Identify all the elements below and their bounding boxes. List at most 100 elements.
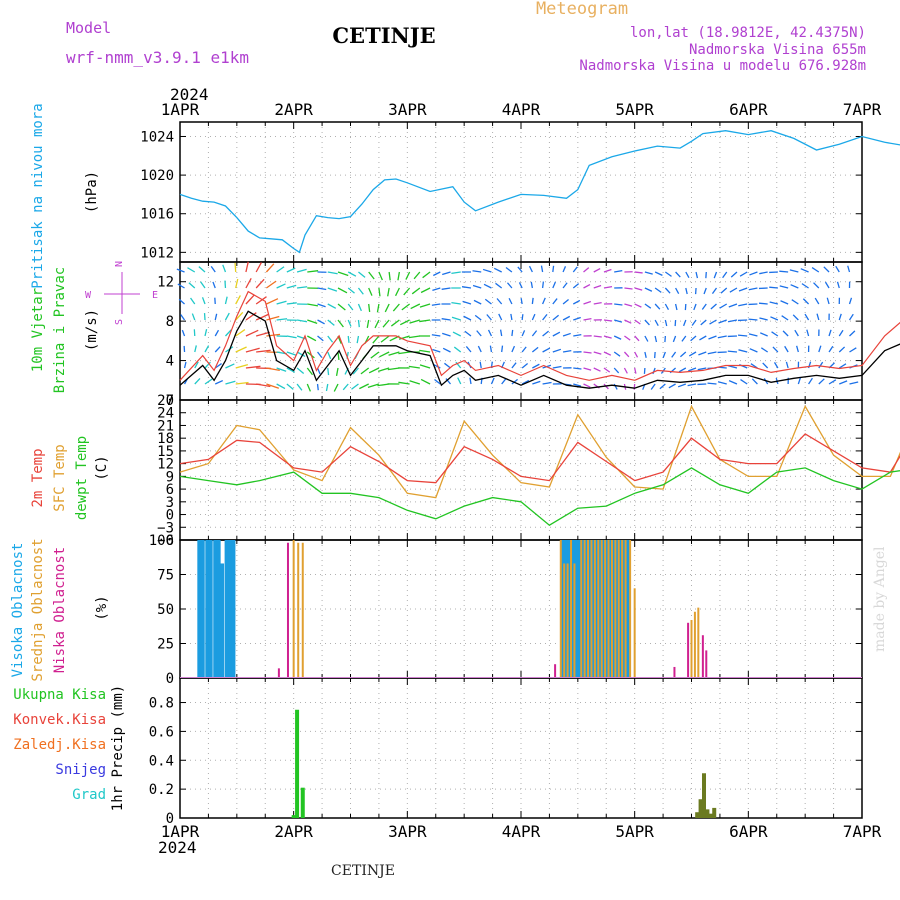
wind-barb <box>235 278 239 289</box>
wind-barb <box>593 351 602 355</box>
wind-barb <box>394 287 400 297</box>
cloud-bar <box>574 540 579 678</box>
cloud-bar <box>292 540 295 678</box>
wind-barb <box>356 335 360 344</box>
wind-barb <box>327 319 335 326</box>
cloud-bar <box>200 540 205 678</box>
wind-barb <box>479 361 482 369</box>
wind-barb <box>758 302 768 305</box>
wind-barb <box>748 287 758 291</box>
wind-barb <box>717 381 727 385</box>
cloud-bar <box>590 540 593 678</box>
cloud-bar <box>598 540 603 678</box>
wind-barb <box>668 383 676 389</box>
cloud-bar <box>604 540 607 678</box>
wind-barb <box>603 367 611 373</box>
cloud-bar <box>559 540 562 678</box>
wind-barb <box>659 383 666 390</box>
cloud-bar <box>564 540 569 678</box>
wind-barb <box>296 335 307 340</box>
wind-barb <box>482 268 492 273</box>
wind-barb <box>191 313 196 321</box>
cloud-bar <box>197 540 202 678</box>
cloud-bar <box>705 650 708 678</box>
wind-barb <box>849 347 857 353</box>
wind-barb <box>214 313 218 321</box>
wind-barb <box>441 318 451 321</box>
wind-barb <box>583 300 592 305</box>
wind-barb <box>759 332 768 337</box>
wind-barb <box>644 351 647 358</box>
y-tick-label: 12 <box>157 275 174 291</box>
wind-barb <box>357 303 362 312</box>
wind-barb <box>235 295 241 305</box>
wind-barb <box>691 319 697 326</box>
wind-gust-line <box>179 290 900 381</box>
wind-barb <box>224 296 228 305</box>
wind-barb <box>413 271 421 280</box>
wind-barb <box>374 319 380 329</box>
wind-barb <box>390 319 400 327</box>
wind-barb <box>347 303 354 311</box>
wind-barb <box>624 303 633 307</box>
wind-barb <box>849 381 859 385</box>
cloud-bar <box>697 607 700 678</box>
wind-barb <box>358 271 366 278</box>
wind-barb <box>634 335 640 342</box>
wind-barb <box>327 303 337 309</box>
wind-barb <box>748 318 758 321</box>
wind-barb <box>690 335 697 342</box>
wind-barb <box>409 319 421 324</box>
wind-barb <box>729 287 738 293</box>
wind-barb <box>573 333 582 337</box>
x-tick-label-bottom: 1APR <box>161 822 200 841</box>
y-tick-label: 100 <box>149 533 174 549</box>
wind-barb <box>411 287 421 295</box>
wind-barb <box>521 379 530 385</box>
lonlat-label: lon,lat (18.9812E, 42.4375N) <box>630 25 866 41</box>
wind-barb <box>357 319 360 328</box>
y-tick-label: 25 <box>157 637 174 653</box>
cloud-bar <box>301 542 304 678</box>
cloud-bar <box>673 666 676 678</box>
wind-barb <box>593 367 601 372</box>
wind-barb <box>441 287 451 290</box>
wind-barb <box>245 329 259 337</box>
wind-barb <box>276 367 287 372</box>
wind-barb <box>317 303 326 308</box>
wind-barb <box>614 269 623 273</box>
wind-barb <box>457 377 462 385</box>
y-tick-label: 0 <box>166 393 174 409</box>
wind-barb <box>762 362 769 369</box>
cloud-bar <box>216 540 221 678</box>
wind-barb <box>727 319 738 323</box>
wind-barb <box>531 330 538 337</box>
wind-barb <box>542 347 551 353</box>
wind-barb <box>296 286 308 289</box>
x-tick-label-top: 5APR <box>615 100 654 119</box>
wind-barb <box>780 300 789 305</box>
wind-barb <box>654 319 659 327</box>
wind-barb <box>738 349 748 353</box>
wind-barb <box>474 314 482 321</box>
cloud-bar <box>581 540 586 678</box>
wind-barb <box>693 303 697 311</box>
sfc-temp-line <box>179 404 900 499</box>
wind-barb <box>490 377 495 385</box>
wind-barb <box>808 377 813 385</box>
y-tick-label: 0 <box>166 508 174 524</box>
wind-barb <box>327 271 338 275</box>
wind-barb <box>476 330 482 337</box>
cloud-bar <box>614 540 617 678</box>
legend-total-rain: Ukupna Kisa <box>13 687 106 703</box>
wind-barb <box>419 349 431 353</box>
wind-barb <box>644 303 652 309</box>
wind-barb <box>337 287 348 294</box>
wind-barb <box>469 377 472 385</box>
cloud-ylabel-high: Visoka Oblacnost <box>10 543 26 678</box>
wind-barb <box>462 300 472 305</box>
wind-barb <box>654 271 663 276</box>
wind-barb <box>347 287 355 294</box>
y-tick-label: −3 <box>157 520 174 536</box>
y-tick-label: 24 <box>157 406 174 422</box>
